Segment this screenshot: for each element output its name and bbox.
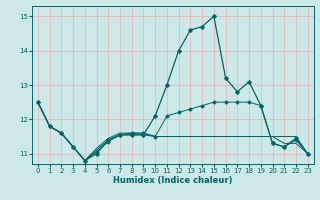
X-axis label: Humidex (Indice chaleur): Humidex (Indice chaleur) — [113, 176, 233, 185]
